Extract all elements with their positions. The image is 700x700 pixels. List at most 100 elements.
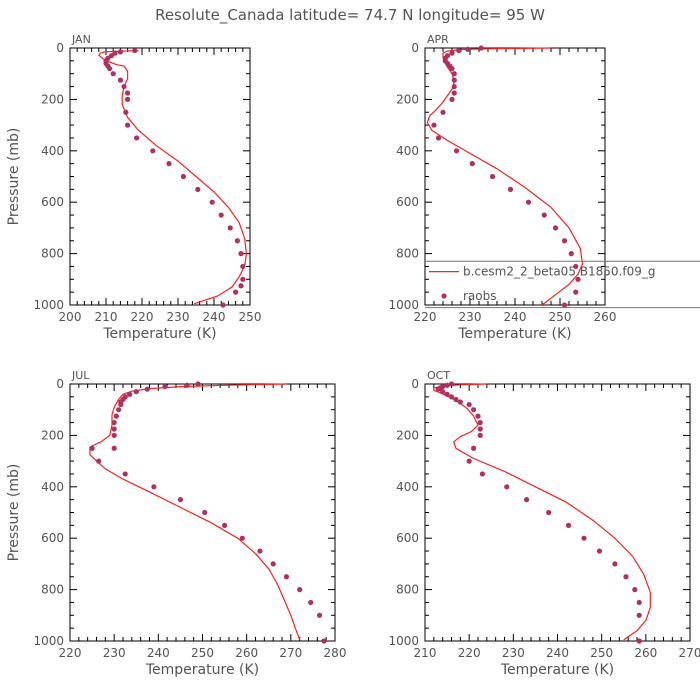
- raobs-point: [134, 135, 140, 141]
- raobs-point: [162, 383, 168, 390]
- raobs-point: [89, 445, 95, 451]
- x-tick-label: 240: [504, 310, 527, 324]
- y-tick-label: 200: [396, 92, 419, 106]
- y-tick-label: 600: [41, 531, 64, 545]
- chart-panel-jul: 220 230 240 250 260 270 280 0 200 400 600 800 1000 Te…: [6, 369, 346, 678]
- x-tick-label: 210: [95, 310, 118, 324]
- raobs-point: [448, 394, 455, 400]
- raobs-point: [451, 77, 457, 83]
- raobs-point: [552, 225, 559, 231]
- y-tick-label: 800: [41, 247, 64, 261]
- raobs-point: [227, 225, 233, 231]
- raobs-point: [451, 83, 457, 90]
- raobs-point: [581, 535, 587, 541]
- raobs-point: [477, 426, 483, 432]
- raobs-point: [525, 199, 532, 205]
- raobs-point: [435, 386, 441, 392]
- x-tick-label: 230: [103, 646, 126, 660]
- raobs-point: [477, 419, 483, 426]
- raobs-point: [239, 535, 245, 541]
- raobs-point: [623, 574, 629, 580]
- raobs-point: [541, 212, 547, 218]
- y-tick-label: 200: [41, 92, 64, 106]
- raobs-point: [118, 401, 124, 408]
- x-tick-label: 220: [131, 310, 154, 324]
- raobs-point: [466, 401, 472, 408]
- y-axis-label: Pressure (mb): [6, 464, 22, 562]
- y-tick-label: 0: [411, 377, 419, 391]
- raobs-point: [257, 548, 263, 554]
- raobs-point: [561, 302, 568, 308]
- raobs-point: [218, 212, 224, 218]
- raobs-point: [561, 238, 568, 244]
- raobs-point: [240, 263, 246, 270]
- panel-month-label: JUL: [71, 369, 90, 382]
- raobs-point: [238, 283, 244, 289]
- raobs-point: [451, 71, 457, 77]
- raobs-point: [113, 413, 119, 419]
- x-axis-label: Temperature (K): [500, 662, 614, 678]
- x-tick-label: 240: [546, 646, 569, 660]
- y-tick-label: 800: [396, 583, 419, 597]
- raobs-point: [456, 47, 462, 54]
- raobs-point: [240, 276, 246, 282]
- model-profile-line: [426, 47, 584, 306]
- raobs-point: [636, 599, 642, 606]
- y-tick-label: 0: [56, 41, 64, 55]
- raobs-point: [112, 50, 118, 56]
- raobs-point: [117, 49, 123, 55]
- raobs-point: [636, 612, 642, 618]
- raobs-point: [180, 173, 186, 180]
- raobs-point: [177, 497, 184, 503]
- chart-panel-apr: 220 230 240 250 260 0 200 400 600 800 1000 Temperat…: [388, 33, 700, 342]
- raobs-point: [184, 382, 190, 388]
- x-tick-label: 280: [324, 646, 347, 660]
- y-tick-label: 1000: [388, 298, 419, 312]
- legend-obs-label: raobs: [463, 289, 497, 303]
- x-tick-label: 250: [239, 310, 262, 324]
- raobs-point: [209, 199, 215, 205]
- raobs-point: [449, 50, 455, 56]
- y-tick-label: 800: [396, 247, 419, 261]
- raobs-point: [151, 484, 157, 490]
- raobs-point: [573, 289, 579, 295]
- raobs-point: [477, 432, 483, 438]
- raobs-point: [448, 381, 455, 387]
- y-tick-label: 400: [396, 480, 419, 494]
- y-tick-label: 1000: [388, 634, 419, 648]
- raobs-point: [523, 497, 530, 503]
- x-tick-label: 230: [167, 310, 190, 324]
- x-axis-label: Temperature (K): [457, 326, 571, 342]
- y-tick-label: 400: [41, 144, 64, 158]
- figure-title: Resolute_Canada latitude= 74.7 N longitu…: [155, 6, 545, 25]
- chart-panel-jan: 200 210 220 230 240 250 0 200 400 600 800 1000 Tempe…: [6, 33, 261, 342]
- raobs-point: [575, 276, 581, 282]
- legend-obs-swatch: [441, 293, 447, 299]
- raobs-point: [612, 561, 618, 567]
- raobs-point: [636, 638, 642, 644]
- x-tick-label: 200: [59, 310, 82, 324]
- raobs-point: [431, 122, 437, 128]
- raobs-point: [127, 391, 133, 397]
- raobs-point: [568, 251, 574, 257]
- raobs-point: [573, 263, 579, 270]
- x-tick-label: 220: [59, 646, 82, 660]
- raobs-point: [449, 96, 455, 102]
- model-profile-line: [97, 50, 248, 305]
- y-tick-label: 600: [396, 531, 419, 545]
- raobs-point: [504, 484, 510, 490]
- x-tick-label: 250: [191, 646, 214, 660]
- panel-month-label: JAN: [71, 33, 91, 46]
- x-tick-label: 260: [235, 646, 258, 660]
- raobs-point: [133, 389, 139, 395]
- x-tick-label: 240: [203, 310, 226, 324]
- raobs-point: [202, 509, 208, 516]
- raobs-point: [123, 109, 129, 115]
- raobs-point: [466, 458, 472, 464]
- raobs-point: [475, 413, 481, 419]
- legend-model-label: b.cesm2_2_beta05.B1850.f09_g: [463, 265, 655, 279]
- raobs-point: [111, 419, 117, 426]
- model-profile-line: [433, 383, 651, 641]
- x-tick-label: 220: [458, 646, 481, 660]
- raobs-point: [632, 587, 638, 593]
